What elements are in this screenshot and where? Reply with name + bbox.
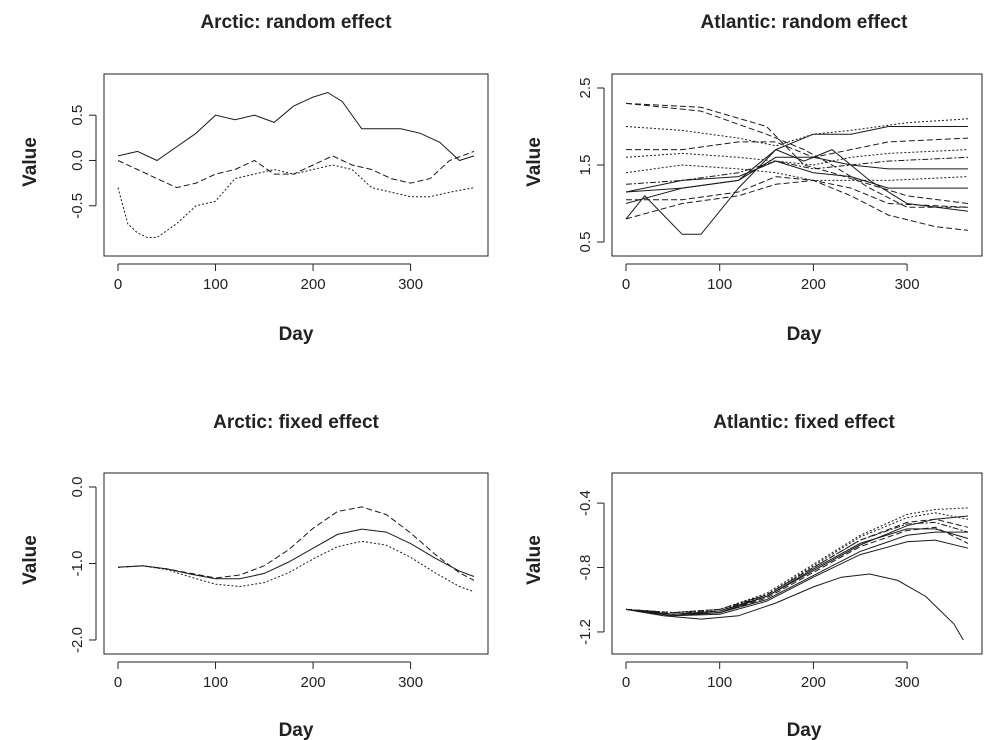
x-tick-label: 300 [398, 276, 423, 293]
y-tick-label: 0.0 [69, 477, 86, 498]
x-tick-label: 0 [114, 674, 122, 691]
panel-arctic-random: Arctic: random effect Day Value 0 100 200 3… [20, 12, 489, 345]
y-axis-label: Value [524, 137, 545, 187]
x-tick-label: 100 [203, 674, 228, 691]
y-axis-label: Value [524, 535, 545, 585]
series-line-12 [625, 156, 969, 185]
plot-frame [103, 73, 489, 257]
series-line-8 [625, 118, 969, 147]
x-tick-label: 300 [895, 674, 920, 691]
x-axis-label: Day [787, 720, 822, 740]
panel-arctic-fixed: Arctic: fixed effect Day Value 0 100 200 30… [20, 412, 489, 740]
y-axis-label: Value [20, 137, 41, 187]
series-line-9 [625, 179, 969, 220]
series-line-4 [625, 528, 969, 615]
series-line-5 [625, 521, 969, 614]
x-tick-label: 300 [398, 674, 423, 691]
x-axis-label: Day [279, 720, 314, 740]
series-line-9 [625, 539, 969, 617]
chart-title: Atlantic: random effect [701, 12, 909, 33]
y-axis-label: Value [20, 535, 41, 585]
series-line-3 [117, 540, 475, 593]
panel-atlantic-fixed: Atlantic: fixed effect Day Value 0 100 200… [524, 412, 983, 740]
y-tick-label: 2.5 [577, 78, 594, 99]
x-tick-label: 0 [622, 674, 630, 691]
chart-title: Arctic: random effect [200, 12, 392, 33]
x-tick-label: 200 [801, 674, 826, 691]
x-tick-label: 100 [707, 276, 732, 293]
series-line-2 [117, 506, 475, 581]
series-group [117, 91, 475, 238]
series-group [625, 507, 969, 641]
series-line-7 [626, 137, 969, 158]
y-tick-label: -0.8 [577, 555, 594, 581]
y-tick-label: -1.2 [577, 619, 594, 645]
plot-frame [103, 472, 489, 655]
y-tick-label: 0.5 [69, 105, 86, 126]
chart-title: Arctic: fixed effect [213, 412, 379, 433]
series-line-6 [625, 149, 969, 166]
y-tick-label: -2.0 [69, 627, 86, 653]
y-tick-label: -1.0 [69, 551, 86, 577]
series-line-11 [625, 164, 969, 181]
plot-frame [611, 73, 983, 257]
series-line-1 [117, 528, 475, 580]
series-line-13 [625, 149, 969, 212]
series-line-2 [117, 150, 475, 189]
x-tick-label: 300 [895, 276, 920, 293]
series-line-3 [625, 518, 969, 614]
x-tick-label: 200 [301, 674, 326, 691]
series-line-3 [625, 126, 968, 235]
y-tick-label: -0.4 [577, 490, 594, 516]
x-axis-label: Day [279, 324, 314, 345]
y-tick-label: 1.5 [577, 155, 594, 176]
x-tick-label: 200 [301, 276, 326, 293]
series-line-1 [117, 91, 475, 162]
y-tick-label: 0.5 [577, 232, 594, 253]
y-tick-label: 0.0 [69, 150, 86, 171]
x-tick-label: 100 [203, 276, 228, 293]
series-line-5 [625, 160, 968, 193]
x-tick-label: 100 [707, 674, 732, 691]
x-tick-label: 200 [801, 276, 826, 293]
series-group [117, 506, 475, 593]
series-line-6 [625, 531, 968, 617]
x-axis-label: Day [787, 324, 822, 345]
series-line-1 [625, 515, 969, 615]
series-line-3 [117, 164, 475, 238]
plot-frame [611, 472, 983, 655]
series-group [625, 102, 969, 235]
chart-title: Atlantic: fixed effect [713, 412, 895, 433]
x-tick-label: 0 [114, 276, 122, 293]
panel-atlantic-random: Atlantic: random effect Day Value 0 100 20… [524, 12, 983, 345]
x-tick-label: 0 [622, 276, 630, 293]
y-tick-label: -0.5 [69, 193, 86, 219]
series-line-7 [625, 526, 969, 615]
series-line-10 [625, 573, 964, 641]
series-line-2 [625, 102, 968, 208]
